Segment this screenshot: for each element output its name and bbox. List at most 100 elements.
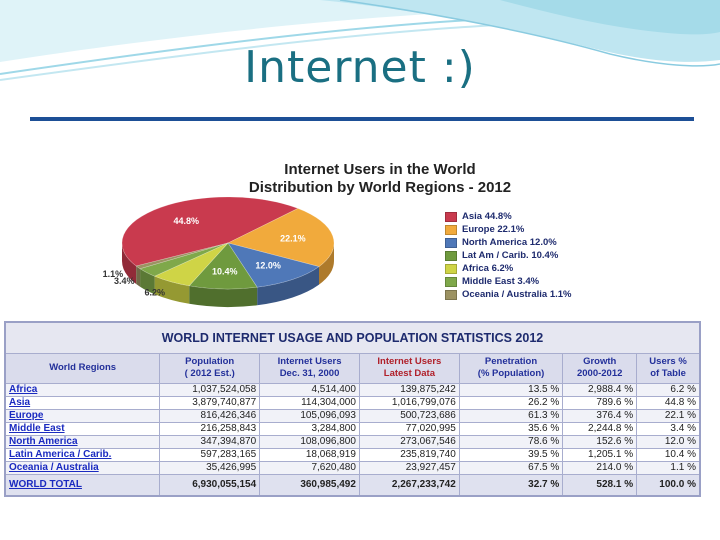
pie-slice-side-1 xyxy=(319,243,334,285)
chart-legend: Asia 44.8% Europe 22.1% North America 12.0… xyxy=(445,210,571,301)
table-cell: 12.0 % xyxy=(636,434,701,449)
pie-slice-5 xyxy=(139,242,229,277)
table-cell: 528.1 % xyxy=(562,473,638,497)
pie-slice-side-6 xyxy=(136,266,141,287)
table-cell: 77,020,995 xyxy=(358,421,460,436)
table-row: Europe 816,426,346 105,096,093 500,723,686 6… xyxy=(4,408,701,423)
statistics-table: WORLD INTERNET USAGE AND POPULATION STAT… xyxy=(4,321,701,497)
chart-title: Internet Users in the World xyxy=(284,161,476,178)
legend-label: Lat Am / Carib. 10.4% xyxy=(462,250,559,261)
legend-swatch xyxy=(445,263,457,274)
pie-slice-label-3: 10.4% xyxy=(212,267,238,277)
pie-slice-0 xyxy=(121,196,299,267)
column-header-3: Internet Users Latest Data xyxy=(358,353,460,384)
table-cell: 2,244.8 % xyxy=(562,421,638,436)
column-header-1: Population( 2012 Est.) xyxy=(159,353,261,384)
legend-item-3: Lat Am / Carib. 10.4% xyxy=(445,249,571,262)
column-header-0: World Regions xyxy=(4,353,161,384)
legend-label: Europe 22.1% xyxy=(462,224,525,235)
table-row: Asia 3,879,740,877 114,304,000 1,016,799,07… xyxy=(4,395,701,410)
column-header-5: Growth 2000-2012 xyxy=(562,353,638,384)
legend-swatch xyxy=(445,237,457,248)
legend-item-2: North America 12.0% xyxy=(445,236,571,249)
pie-slice-side-5 xyxy=(140,268,155,295)
region-link[interactable]: North America xyxy=(4,434,161,449)
table-cell: 6,930,055,154 xyxy=(159,473,261,497)
region-link[interactable]: Latin America / Carib. xyxy=(4,447,161,462)
table-cell: 67.5 % xyxy=(458,460,564,475)
region-link[interactable]: WORLD TOTAL xyxy=(4,473,161,497)
table-cell: 216,258,843 xyxy=(159,421,261,436)
table-cell: 1.1 % xyxy=(636,460,701,475)
title-divider xyxy=(30,117,694,121)
table-cell: 360,985,492 xyxy=(259,473,360,497)
pie-chart: 44.8% 22.1% 12.0% 10.4% 6.2% 3.4%1.1% xyxy=(103,196,335,307)
pie-slice-side-3 xyxy=(189,285,258,307)
table-row: Africa 1,037,524,058 4,514,400 139,875,242 1… xyxy=(4,382,701,397)
table-row: Middle East 216,258,843 3,284,800 77,020,99… xyxy=(4,421,701,436)
table-cell: 597,283,165 xyxy=(159,447,261,462)
region-link[interactable]: Middle East xyxy=(4,421,161,436)
pie-slice-side-2 xyxy=(257,266,320,306)
legend-item-5: Middle East 3.4% xyxy=(445,275,571,288)
column-header-6: Users % of Table xyxy=(636,353,701,384)
table-cell: 235,819,740 xyxy=(358,447,460,462)
table-cell: 7,620,480 xyxy=(259,460,360,475)
legend-item-4: Africa 6.2% xyxy=(445,262,571,275)
table-cell: 108,096,800 xyxy=(259,434,360,449)
table-cell: 13.5 % xyxy=(458,382,564,397)
table-cell: 3,284,800 xyxy=(259,421,360,436)
pie-slice-label-1: 22.1% xyxy=(280,234,306,244)
legend-swatch xyxy=(445,211,457,222)
region-link[interactable]: Asia xyxy=(4,395,161,410)
table-cell: 347,394,870 xyxy=(159,434,261,449)
pie-slice-label-6: 1.1% xyxy=(103,269,124,279)
legend-item-6: Oceania / Australia 1.1% xyxy=(445,288,571,301)
column-header-2: Internet Users Dec. 31, 2000 xyxy=(259,353,360,384)
pie-slice-1 xyxy=(227,208,335,267)
legend-swatch xyxy=(445,250,457,261)
table-cell: 26.2 % xyxy=(458,395,564,410)
table-cell: 1,037,524,058 xyxy=(159,382,261,397)
table-cell: 500,723,686 xyxy=(358,408,460,423)
pie-slice-label-5: 3.4% xyxy=(114,276,135,286)
pie-chart-panel: Internet Users in the World Distribution… xyxy=(103,155,700,315)
table-cell: 35,426,995 xyxy=(159,460,261,475)
table-cell: 376.4 % xyxy=(562,408,638,423)
legend-label: Middle East 3.4% xyxy=(462,276,540,287)
legend-label: Asia 44.8% xyxy=(462,211,512,222)
legend-label: North America 12.0% xyxy=(462,237,557,248)
table-cell: 18,068,919 xyxy=(259,447,360,462)
pie-slice-side-0 xyxy=(122,243,137,284)
table-caption: WORLD INTERNET USAGE AND POPULATION STAT… xyxy=(4,321,701,355)
legend-label: Africa 6.2% xyxy=(462,263,514,274)
legend-swatch xyxy=(445,224,457,235)
pie-slice-label-0: 44.8% xyxy=(174,216,200,226)
table-cell: 39.5 % xyxy=(458,447,564,462)
slide-title: Internet :) xyxy=(244,42,476,93)
table-cell: 2,267,233,742 xyxy=(358,473,460,497)
table-cell: 6.2 % xyxy=(636,382,701,397)
region-link[interactable]: Oceania / Australia xyxy=(4,460,161,475)
legend-label: Oceania / Australia 1.1% xyxy=(462,289,572,300)
decorative-wave-header xyxy=(0,0,720,81)
table-header-row: World Regions Population( 2012 Est.) Inter… xyxy=(4,353,701,384)
table-cell: 35.6 % xyxy=(458,421,564,436)
pie-slice-label-4: 6.2% xyxy=(145,288,166,298)
table-cell: 1,205.1 % xyxy=(562,447,638,462)
region-link[interactable]: Africa xyxy=(4,382,161,397)
table-cell: 22.1 % xyxy=(636,408,701,423)
table-cell: 61.3 % xyxy=(458,408,564,423)
table-cell: 816,426,346 xyxy=(159,408,261,423)
pie-slice-2 xyxy=(227,242,320,288)
table-row: North America 347,394,870 108,096,800 273,0… xyxy=(4,434,701,449)
table-cell: 10.4 % xyxy=(636,447,701,462)
table-cell: 100.0 % xyxy=(636,473,701,497)
legend-item-1: Europe 22.1% xyxy=(445,223,571,236)
legend-item-0: Asia 44.8% xyxy=(445,210,571,223)
table-cell: 32.7 % xyxy=(458,473,564,497)
table-cell: 152.6 % xyxy=(562,434,638,449)
pie-slice-3 xyxy=(188,242,258,290)
pie-slice-6 xyxy=(135,242,229,270)
region-link[interactable]: Europe xyxy=(4,408,161,423)
